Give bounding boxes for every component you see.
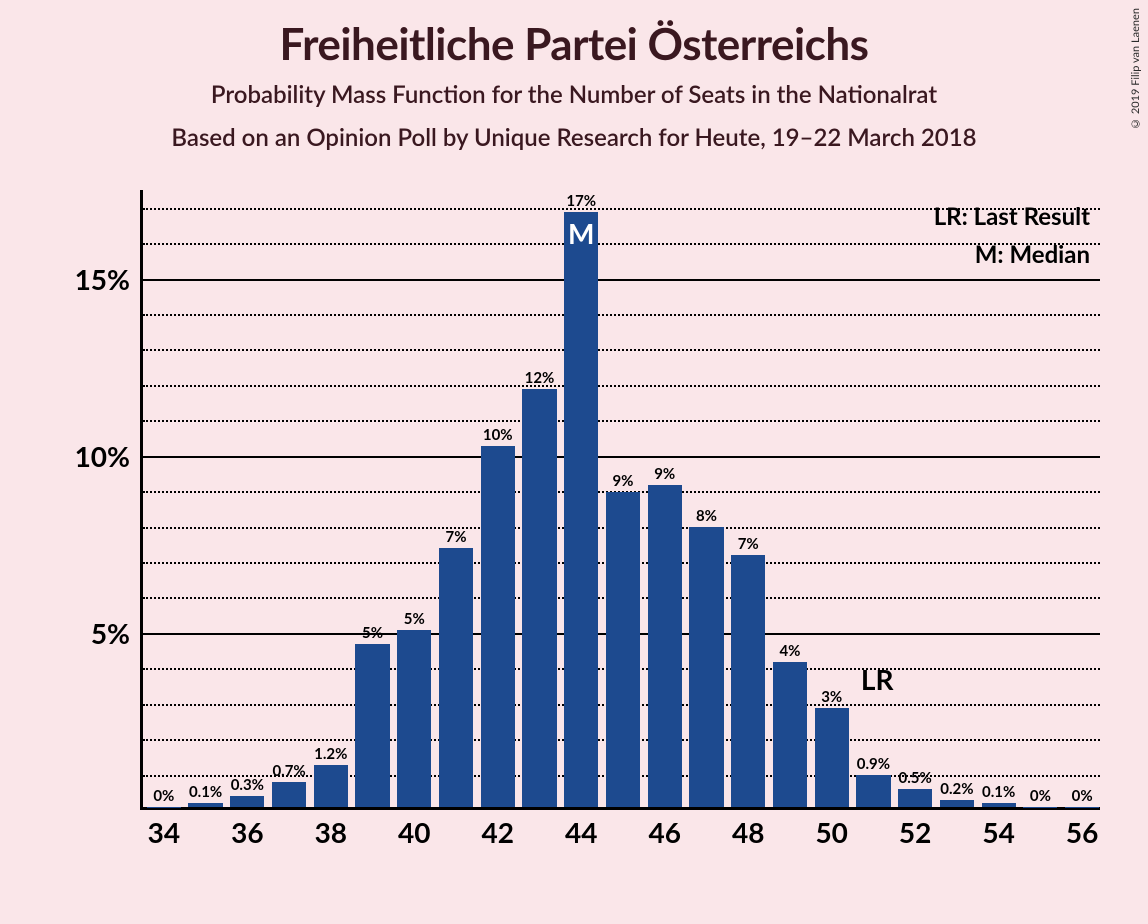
bar: 9% — [606, 492, 640, 807]
bar: 8% — [689, 527, 723, 807]
bar: 0.1% — [188, 803, 222, 807]
bar: 0.3% — [230, 796, 264, 807]
x-axis-label: 38 — [315, 815, 347, 849]
bar-value-label: 0.3% — [230, 776, 264, 794]
grid-major — [143, 456, 1100, 458]
bar: 4% — [773, 662, 807, 807]
x-axis-label: 54 — [982, 815, 1014, 849]
x-axis-label: 52 — [899, 815, 931, 849]
subtitle-1: Probability Mass Function for the Number… — [0, 80, 1148, 109]
main-title: Freiheitliche Partei Österreichs — [0, 18, 1148, 70]
grid-minor — [143, 314, 1100, 316]
bar-value-label: 3% — [815, 688, 849, 706]
x-axis-label: 42 — [482, 815, 514, 849]
bar: 7% — [731, 555, 765, 807]
bar: 0.9% — [856, 775, 890, 807]
bar-value-label: 5% — [397, 610, 431, 628]
bar: 17%M — [564, 212, 598, 807]
bar-value-label: 0.9% — [856, 755, 890, 773]
x-axis-label: 34 — [148, 815, 180, 849]
bar: 0.7% — [272, 782, 306, 807]
bar: 0% — [1023, 807, 1057, 808]
bar-value-label: 17% — [564, 192, 598, 210]
x-axis-label: 36 — [231, 815, 263, 849]
last-result-marker: LR — [861, 662, 894, 696]
bar: 3% — [815, 708, 849, 807]
bar-value-label: 12% — [522, 369, 556, 387]
grid-major — [143, 279, 1100, 281]
x-axis-label: 48 — [732, 815, 764, 849]
legend-lr: LR: Last Result — [934, 198, 1090, 236]
bar-value-label: 5% — [355, 624, 389, 642]
subtitle-2: Based on an Opinion Poll by Unique Resea… — [0, 123, 1148, 152]
bar-value-label: 8% — [689, 507, 723, 525]
bar: 5% — [397, 630, 431, 807]
bar-value-label: 0% — [1065, 787, 1099, 805]
bar: 10% — [481, 446, 515, 807]
bar-value-label: 4% — [773, 642, 807, 660]
grid-minor — [143, 420, 1100, 422]
y-axis-label: 5% — [50, 616, 130, 650]
bar: 1.2% — [314, 765, 348, 808]
grid-minor — [143, 243, 1100, 245]
chart-container: LR: Last Result M: Median 0% 0.1% 0.3% 0.7%… — [60, 190, 1100, 870]
bar-value-label: 0% — [1023, 787, 1057, 805]
copyright-text: © 2019 Filip van Laenen — [1129, 8, 1142, 130]
bar: 0.2% — [940, 800, 974, 807]
grid-minor — [143, 349, 1100, 351]
bar-value-label: 0% — [147, 787, 181, 805]
bar-value-label: 0.2% — [940, 780, 974, 798]
bar: 7% — [439, 548, 473, 807]
bar-value-label: 9% — [648, 465, 682, 483]
bar-value-label: 0.5% — [898, 769, 932, 787]
x-axis-label: 46 — [648, 815, 680, 849]
bar: 5% — [355, 644, 389, 807]
bar: 0% — [147, 807, 181, 808]
bar-value-label: 0.1% — [188, 783, 222, 801]
bar: 9% — [648, 485, 682, 807]
bar-value-label: 1.2% — [314, 745, 348, 763]
x-axis-label: 40 — [398, 815, 430, 849]
bar-value-label: 0.1% — [982, 783, 1016, 801]
grid-minor — [143, 385, 1100, 387]
bar-value-label: 10% — [481, 426, 515, 444]
y-axis-label: 15% — [50, 262, 130, 296]
bar: 0.1% — [982, 803, 1016, 807]
bar: 0.5% — [898, 789, 932, 807]
plot-area: LR: Last Result M: Median 0% 0.1% 0.3% 0.7%… — [140, 190, 1100, 810]
bar-value-label: 7% — [439, 528, 473, 546]
bar-value-label: 0.7% — [272, 762, 306, 780]
bar: 12% — [522, 389, 556, 807]
bar-value-label: 7% — [731, 535, 765, 553]
x-axis-label: 56 — [1066, 815, 1098, 849]
legend-m: M: Median — [934, 236, 1090, 274]
y-axis-label: 10% — [50, 439, 130, 473]
median-marker: M — [564, 216, 598, 250]
bar: 0% — [1065, 807, 1099, 808]
grid-minor — [143, 208, 1100, 210]
bar-value-label: 9% — [606, 472, 640, 490]
title-block: Freiheitliche Partei Österreichs Probabi… — [0, 0, 1148, 152]
x-axis-label: 44 — [565, 815, 597, 849]
x-axis-label: 50 — [815, 815, 847, 849]
